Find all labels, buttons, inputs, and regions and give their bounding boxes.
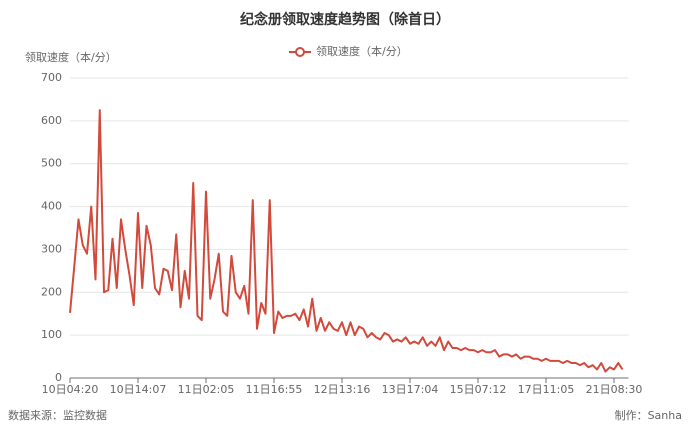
y-tick-label: 600 (41, 114, 62, 127)
chart-title: 纪念册领取速度趋势图（除首日） (240, 11, 450, 28)
x-tick-label: 12日13:16 (314, 383, 371, 396)
y-tick-label: 300 (41, 242, 62, 255)
legend-label: 领取速度（本/分） (316, 44, 408, 58)
y-tick-label: 400 (41, 200, 62, 213)
x-tick-label: 21日08:30 (586, 383, 643, 396)
y-tick-label: 500 (41, 157, 62, 170)
x-tick-label: 11日16:55 (246, 383, 303, 396)
y-axis-label: 领取速度（本/分） (25, 50, 117, 64)
legend-marker (295, 47, 305, 57)
x-tick-label: 11日02:05 (178, 383, 235, 396)
x-tick-label: 17日11:05 (518, 383, 575, 396)
source-note: 数据来源：监控数据 (8, 408, 107, 422)
y-tick-label: 700 (41, 71, 62, 84)
data-line (69, 109, 624, 373)
y-tick-label: 200 (41, 285, 62, 298)
y-tick-label: 100 (41, 328, 62, 341)
x-tick-label: 15日07:12 (450, 383, 507, 396)
credit-note: 制作：Sanha (615, 409, 682, 422)
x-tick-label: 10日04:20 (42, 383, 99, 396)
x-tick-label: 13日17:04 (382, 383, 439, 396)
y-tick-label: 0 (55, 371, 62, 384)
x-tick-label: 10日14:07 (110, 383, 167, 396)
